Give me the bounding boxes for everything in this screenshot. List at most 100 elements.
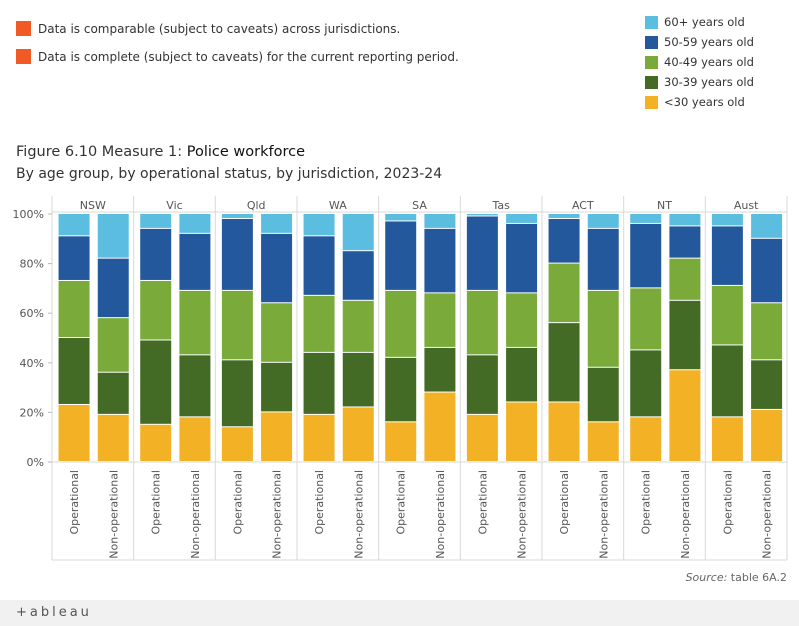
status-label: Operational — [721, 470, 734, 535]
bar-segment — [630, 223, 662, 288]
bar-segment — [548, 214, 580, 218]
bar-segment — [506, 293, 538, 347]
y-tick-label: 100% — [13, 208, 44, 221]
bar-segment — [97, 258, 129, 318]
legend-label: 30-39 years old — [664, 75, 754, 89]
legend-swatch — [645, 35, 658, 49]
bar-segment — [179, 417, 211, 461]
legend-swatch — [645, 55, 658, 69]
bar-segment — [587, 290, 619, 367]
bar-segment — [97, 214, 129, 258]
status-label: Non-operational — [761, 470, 774, 559]
bar-segment — [140, 280, 172, 340]
bar-segment — [630, 214, 662, 223]
bar-segment — [261, 233, 293, 303]
stacked-bar-chart: NSW Operational Non-operational Vic Operatio… — [13, 196, 788, 561]
bar-segment — [58, 280, 90, 337]
jurisdiction-header: SA — [412, 199, 427, 212]
bar-segment — [58, 404, 90, 461]
bar-segment — [179, 355, 211, 417]
bar-segment — [751, 409, 783, 461]
legend-swatch — [645, 75, 658, 89]
bar-segment — [466, 216, 498, 290]
status-label: Non-operational — [107, 470, 120, 559]
y-tick-label: 60% — [20, 307, 44, 320]
bar-segment — [587, 367, 619, 422]
bar-segment — [548, 402, 580, 461]
status-label: Non-operational — [352, 470, 365, 559]
chart-subtitle: By age group, by operational status, by … — [16, 166, 443, 182]
legend-item-50-59[interactable]: 50-59 years old — [645, 32, 754, 52]
bar-segment — [385, 214, 417, 221]
bar-segment — [548, 323, 580, 402]
bar-segment — [506, 347, 538, 402]
bar-segment — [97, 414, 129, 461]
bar-segment — [587, 214, 619, 228]
bar-segment — [261, 303, 293, 362]
bar-segment — [424, 214, 456, 228]
legend-item-under-30[interactable]: <30 years old — [645, 92, 754, 112]
bar-segment — [466, 414, 498, 461]
bar-segment — [669, 258, 701, 300]
bar-segment — [140, 424, 172, 461]
legend-swatch — [645, 15, 658, 29]
jurisdiction-header: Qld — [247, 199, 266, 212]
caveat-complete: Data is complete (subject to caveats) fo… — [16, 49, 459, 64]
caveat-text: Data is complete (subject to caveats) fo… — [38, 49, 459, 64]
legend-item-40-49[interactable]: 40-49 years old — [645, 52, 754, 72]
bar-segment — [385, 422, 417, 461]
bar-segment — [630, 417, 662, 461]
jurisdiction-header: ACT — [572, 199, 594, 212]
bar-segment — [385, 290, 417, 357]
status-label: Non-operational — [189, 470, 202, 559]
chart-legend: 60+ years old 50-59 years old 40-49 year… — [645, 12, 754, 112]
jurisdiction-header: Vic — [166, 199, 182, 212]
bar-segment — [303, 352, 335, 414]
bar-segment — [506, 402, 538, 461]
bar-segment — [711, 226, 743, 285]
bar-segment — [466, 290, 498, 355]
caveat-marker — [16, 49, 31, 64]
jurisdiction-header: NT — [657, 199, 672, 212]
legend-label: 50-59 years old — [664, 35, 754, 49]
tableau-footer: +ableau — [0, 600, 799, 626]
bar-segment — [261, 412, 293, 461]
status-label: Non-operational — [679, 470, 692, 559]
bar-segment — [630, 288, 662, 350]
bar-segment — [179, 233, 211, 290]
bar-segment — [342, 251, 374, 300]
bar-segment — [385, 221, 417, 290]
bar-segment — [261, 214, 293, 233]
status-label: Non-operational — [516, 470, 529, 559]
y-tick-label: 80% — [20, 258, 44, 271]
bar-segment — [221, 218, 253, 290]
bar-segment — [630, 350, 662, 417]
legend-item-60plus[interactable]: 60+ years old — [645, 12, 754, 32]
legend-label: <30 years old — [664, 95, 745, 109]
status-label: Non-operational — [434, 470, 447, 559]
bar-segment — [548, 263, 580, 323]
legend-item-30-39[interactable]: 30-39 years old — [645, 72, 754, 92]
y-tick-label: 20% — [20, 406, 44, 419]
chart-title: Figure 6.10 Measure 1: Police workforce — [16, 144, 305, 160]
status-label: Operational — [313, 470, 326, 535]
bar-segment — [58, 214, 90, 236]
bar-segment — [385, 357, 417, 422]
caveat-text: Data is comparable (subject to caveats) … — [38, 21, 401, 36]
bar-segment — [342, 214, 374, 251]
title-main: Police workforce — [186, 144, 305, 160]
bar-segment — [711, 285, 743, 345]
bar-segment — [424, 347, 456, 392]
bar-segment — [669, 226, 701, 258]
source-note: Source: table 6A.2 — [686, 571, 787, 584]
bar-segment — [506, 214, 538, 223]
bar-segment — [669, 214, 701, 226]
legend-label: 40-49 years old — [664, 55, 754, 69]
bar-segment — [711, 214, 743, 226]
bar-segment — [303, 214, 335, 236]
jurisdiction-header: Tas — [491, 199, 510, 212]
bar-segment — [140, 228, 172, 280]
bar-segment — [221, 214, 253, 218]
tableau-logo[interactable]: +ableau — [16, 605, 92, 620]
title-prefix: Figure 6.10 Measure 1: — [16, 144, 187, 160]
